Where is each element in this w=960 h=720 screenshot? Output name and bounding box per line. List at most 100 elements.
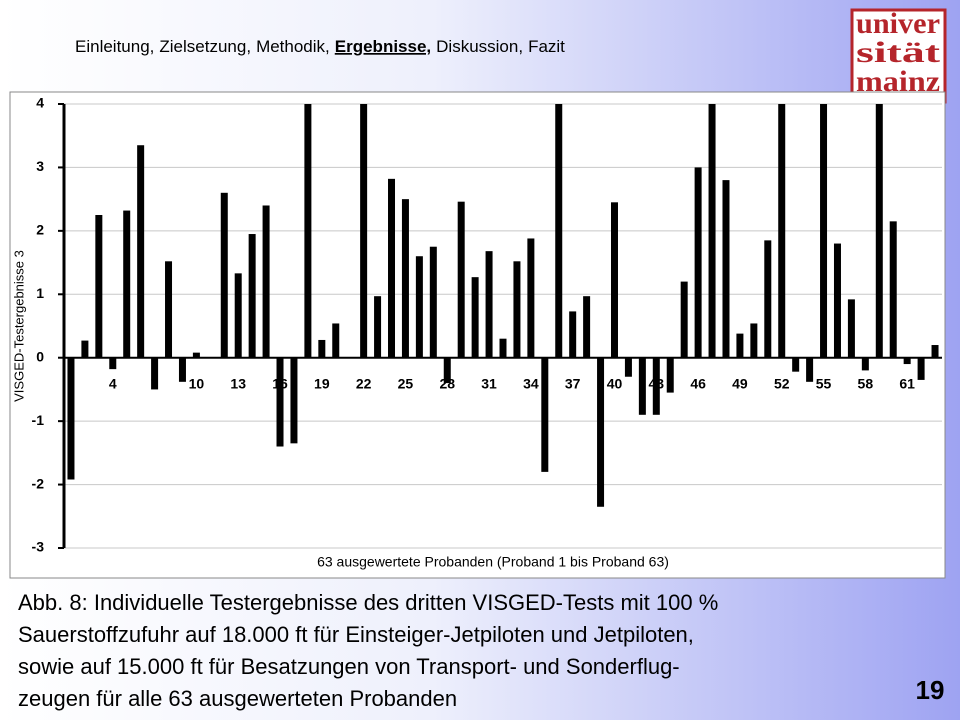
bar [401, 199, 409, 358]
bar [750, 323, 758, 358]
logo-text: univer [856, 7, 940, 40]
bar [638, 357, 646, 415]
bar [290, 357, 298, 444]
bar [513, 261, 521, 358]
bar [332, 323, 340, 358]
y-tick-label: 1 [36, 285, 44, 301]
bar [833, 243, 841, 358]
bar [248, 234, 256, 358]
bar [708, 104, 716, 358]
bar [304, 104, 312, 358]
bar [151, 357, 159, 390]
x-tick-label: 37 [565, 375, 581, 391]
x-tick-label: 10 [189, 375, 205, 391]
bar [931, 345, 939, 358]
y-tick-label: 4 [36, 95, 44, 111]
y-tick-label: 0 [36, 348, 44, 364]
y-axis-label: VISGED-Testergebnisse 3 [11, 250, 26, 402]
caption-line: zeugen für alle 63 ausgewerteten Proband… [18, 686, 457, 711]
bar [806, 357, 814, 382]
bar [624, 357, 632, 377]
bar [360, 104, 368, 358]
bar [220, 192, 228, 358]
bar [234, 273, 242, 358]
bar [736, 333, 744, 358]
caption-line: Sauerstoffzufuhr auf 18.000 ft für Einst… [18, 622, 694, 647]
x-tick-label: 22 [356, 375, 372, 391]
bar [388, 178, 396, 358]
logo-frame [850, 8, 947, 104]
x-tick-label: 46 [690, 375, 706, 391]
logo-text: sität [856, 36, 940, 69]
y-tick-label: -1 [32, 412, 45, 428]
x-tick-label: 55 [816, 375, 832, 391]
nav-item: Methodik, [256, 37, 330, 56]
bar [262, 205, 270, 358]
bar [192, 352, 200, 358]
x-tick-label: 16 [272, 375, 288, 391]
bar [722, 180, 730, 358]
x-tick-label: 7 [151, 375, 159, 391]
bar [694, 167, 702, 358]
bar [847, 299, 855, 358]
bar [527, 238, 535, 358]
x-tick-label: 31 [481, 375, 497, 391]
nav-item: Ergebnisse, [335, 37, 431, 56]
caption-line: sowie auf 15.000 ft für Besatzungen von … [18, 654, 680, 679]
bar [81, 340, 89, 358]
bar [569, 311, 577, 358]
bar [178, 357, 186, 382]
x-tick-label: 49 [732, 375, 748, 391]
caption-line: Abb. 8: Individuelle Testergebnisse des … [18, 590, 718, 615]
bar [137, 145, 145, 358]
bar [652, 357, 660, 415]
x-tick-label: 25 [398, 375, 414, 391]
y-tick-label: 2 [36, 222, 44, 238]
nav-item: Fazit [528, 37, 565, 56]
bar [109, 357, 117, 370]
bar [610, 202, 618, 358]
nav-item: Zielsetzung, [159, 37, 251, 56]
bar [457, 201, 465, 358]
bar [123, 210, 131, 358]
bar [820, 104, 828, 358]
bar [903, 357, 911, 365]
x-tick-label: 19 [314, 375, 330, 391]
x-tick-label: 28 [439, 375, 455, 391]
x-tick-label: 61 [899, 375, 915, 391]
bar [165, 261, 173, 358]
x-tick-label: 52 [774, 375, 790, 391]
bar [318, 339, 326, 358]
bar [792, 357, 800, 372]
page-number: 19 [916, 675, 945, 705]
bar [374, 296, 382, 358]
bar [764, 240, 772, 358]
x-tick-label: 13 [230, 375, 246, 391]
bar [541, 357, 549, 472]
bar [597, 357, 605, 507]
y-tick-label: 3 [36, 158, 44, 174]
bar [861, 357, 869, 371]
y-tick-label: -2 [32, 475, 45, 491]
bar [889, 221, 897, 358]
x-axis-label: 63 ausgewertete Probanden (Proband 1 bis… [317, 554, 669, 570]
bar [67, 357, 75, 480]
bar [778, 104, 786, 358]
bar [415, 256, 423, 358]
bar [95, 215, 103, 358]
bar [583, 296, 591, 358]
bar [555, 104, 563, 358]
bar [680, 281, 688, 358]
y-tick-label: -3 [32, 539, 45, 555]
bar [917, 357, 925, 380]
x-tick-label: 58 [858, 375, 874, 391]
x-tick-label: 34 [523, 375, 539, 391]
bar [443, 357, 451, 384]
bar [429, 246, 437, 358]
x-tick-label: 40 [607, 375, 623, 391]
bar [471, 277, 479, 358]
x-tick-label: 4 [109, 375, 117, 391]
bar [499, 338, 507, 358]
